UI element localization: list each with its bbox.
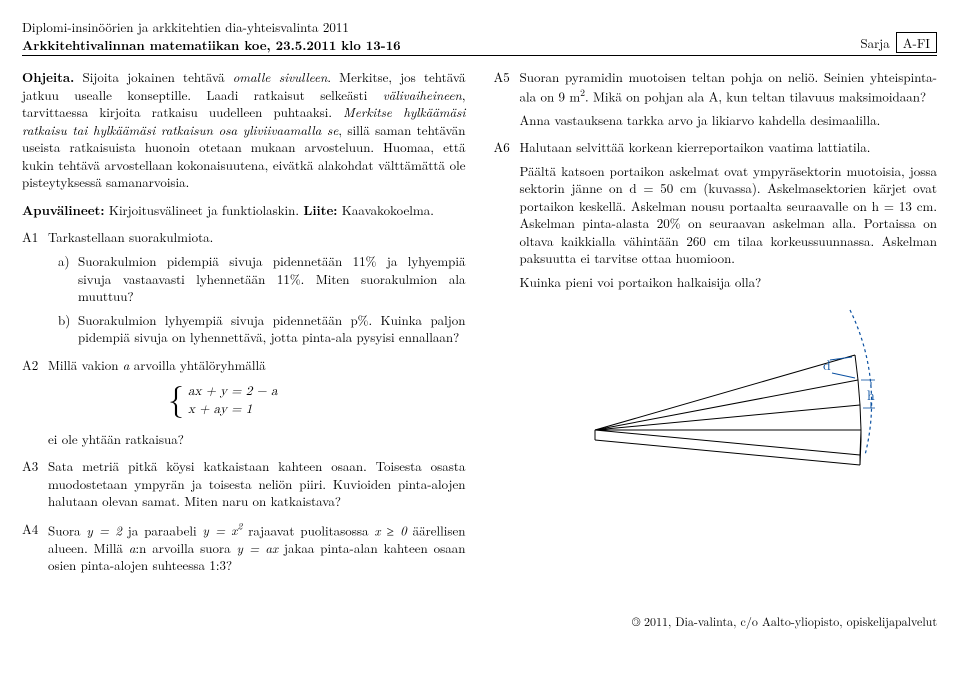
task-a5: A5 Suoran pyramidin muotoisen teltan poh… — [494, 68, 938, 128]
task-a2-eq: { ax + y = 2 − a x + ay = 1 — [168, 383, 466, 419]
a4-eq3: x ≥ 0 — [374, 520, 406, 539]
instr-italic1: omalle sivulleen — [233, 67, 328, 86]
a4-eq1: y = 2 — [86, 520, 121, 539]
eq1: ax + y = 2 − a — [188, 383, 277, 401]
brace-icon: { — [168, 385, 184, 417]
task-a1b: b) Suorakulmion lyhyempiä sivuja pidenne… — [58, 311, 466, 346]
task-a6: A6 Halutaan selvittää korkean kierreport… — [494, 138, 938, 290]
page-header: Diplomi-insinöörien ja arkkitehtien dia-… — [22, 18, 937, 56]
a6-q: Kuinka pieni voi portaikon halkaisija ol… — [520, 273, 938, 291]
left-column: Ohjeita. Sijoita jokainen tehtävä omalle… — [22, 68, 466, 584]
steps-group — [595, 355, 861, 465]
instructions-title: Ohjeita. — [22, 67, 74, 86]
main-columns: Ohjeita. Sijoita jokainen tehtävä omalle… — [22, 68, 937, 584]
instructions: Ohjeita. Sijoita jokainen tehtävä omalle… — [22, 68, 466, 191]
a5-extra: Anna vastauksena tarkka arvo ja likiarvo… — [520, 111, 938, 129]
task-a1-body: Tarkastellaan suorakulmiota. a) Suorakul… — [48, 228, 466, 345]
task-a1b-num: b) — [58, 311, 78, 329]
a4-var: a — [129, 538, 136, 557]
task-a2-num: A2 — [22, 356, 48, 374]
task-a1-num: A1 — [22, 228, 48, 246]
a4-eq4: y = ax — [237, 538, 279, 557]
tools-label: Apuvälineet: — [22, 200, 105, 219]
d-arrow-down — [832, 373, 855, 378]
task-a5-body: Suoran pyramidin muotoisen teltan pohja … — [520, 68, 938, 128]
a5-post: . Mikä on pohjan ala A, kun teltan tilav… — [585, 86, 926, 105]
header-line1: Diplomi-insinöörien ja arkkitehtien dia-… — [22, 18, 401, 36]
a4-pre: Suora — [48, 520, 86, 539]
eq2: x + ay = 1 — [188, 401, 277, 419]
task-a1a-num: a) — [58, 252, 78, 270]
figure: d h — [494, 300, 938, 470]
a6-body: Päältä katsoen portaikon askelmat ovat y… — [520, 162, 938, 267]
task-a4-num: A4 — [22, 520, 48, 538]
tools-line: Apuvälineet: Kirjoitusvälineet ja funkti… — [22, 201, 466, 219]
a4-mid4: :n arvoilla suora — [136, 538, 237, 557]
task-a5-num: A5 — [494, 68, 520, 86]
task-a6-num: A6 — [494, 138, 520, 156]
a4-mid1: ja paraabeli — [122, 520, 203, 539]
task-a3: A3 Sata metriä pitkä köysi katkaistaan k… — [22, 457, 466, 510]
task-a3-body: Sata metriä pitkä köysi katkaistaan kaht… — [48, 457, 466, 510]
page-footer: © 2011, Dia-valinta, c/o Aalto-yliopisto… — [22, 614, 937, 630]
task-a1b-body: Suorakulmion lyhyempiä sivuja pidennetää… — [78, 311, 466, 346]
tools-text: Kirjoitusvälineet ja funktiolaskin. — [105, 200, 304, 219]
series-box: Sarja A-FI — [860, 32, 937, 54]
fig-label-d: d — [823, 355, 831, 375]
instr-italic2: välivaiheineen — [383, 85, 462, 104]
task-a1a-body: Suorakulmion pidempiä sivuja pidennetään… — [78, 252, 466, 305]
footer-text: 2011, Dia-valinta, c/o Aalto-yliopisto, … — [644, 614, 937, 630]
liite-label: Liite: — [303, 200, 337, 219]
task-a1-intro: Tarkastellaan suorakulmiota. — [48, 228, 466, 246]
header-line2: Arkkitehtivalinnan matematiikan koe, 23.… — [22, 36, 401, 54]
stair-figure: d h — [555, 300, 875, 470]
a4-mid2: rajaavat puolitasossa — [242, 520, 374, 539]
task-a2-pre: Millä vakion — [48, 355, 123, 374]
task-a2-post: arvoilla yhtälöryhmällä — [129, 355, 265, 374]
copyleft-icon: © — [632, 614, 640, 630]
instr-body1: Sijoita jokainen tehtävä — [74, 67, 232, 86]
task-a2: A2 Millä vakion a arvoilla yhtälöryhmäll… — [22, 356, 466, 447]
sarja-code: A-FI — [896, 32, 937, 54]
a4-eq2: y = x2 — [203, 520, 243, 539]
task-a6-body: Halutaan selvittää korkean kierreportaik… — [520, 138, 938, 290]
liite-text: Kaavakokoelma. — [337, 200, 433, 219]
task-a4: A4 Suora y = 2 ja paraabeli y = x2 rajaa… — [22, 520, 466, 574]
task-a2-after: ei ole yhtään ratkaisua? — [48, 430, 466, 448]
a6-intro: Halutaan selvittää korkean kierreportaik… — [520, 138, 938, 156]
task-a1: A1 Tarkastellaan suorakulmiota. a) Suora… — [22, 228, 466, 345]
header-left: Diplomi-insinöörien ja arkkitehtien dia-… — [22, 18, 401, 53]
task-a1a: a) Suorakulmion pidempiä sivuja pidennet… — [58, 252, 466, 305]
sarja-label: Sarja — [860, 34, 889, 52]
right-column: A5 Suoran pyramidin muotoisen teltan poh… — [494, 68, 938, 584]
task-a4-body: Suora y = 2 ja paraabeli y = x2 rajaavat… — [48, 520, 466, 574]
task-a3-num: A3 — [22, 457, 48, 475]
task-a2-body: Millä vakion a arvoilla yhtälöryhmällä {… — [48, 356, 466, 447]
